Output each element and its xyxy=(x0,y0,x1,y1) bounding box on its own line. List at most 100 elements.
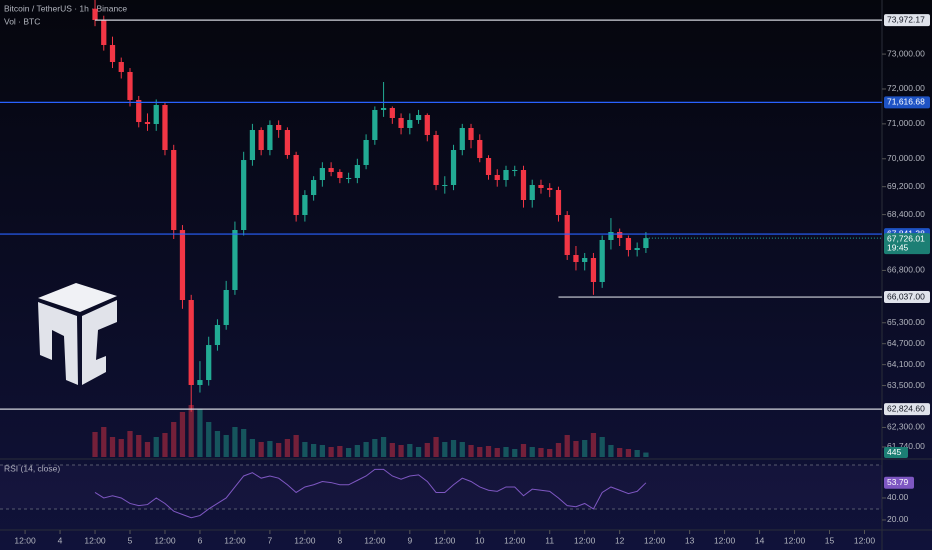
candle-body xyxy=(363,139,369,166)
x-tick-label: 10 xyxy=(475,535,485,545)
candle-body xyxy=(109,45,116,63)
volume-bar xyxy=(398,445,404,457)
y-tick-label: 68,400.00 xyxy=(887,209,925,219)
candle-body xyxy=(433,134,439,186)
volume-bar xyxy=(503,447,509,457)
candle-body xyxy=(258,130,264,151)
volume-title: Vol · BTC xyxy=(4,16,40,26)
y-tick-label: 64,100.00 xyxy=(887,359,925,369)
y-tick-label: 71,000.00 xyxy=(887,118,925,128)
candle-body xyxy=(529,185,535,201)
x-tick-label: 15 xyxy=(825,535,835,545)
candle-body xyxy=(144,122,151,125)
candle-body xyxy=(354,165,360,178)
volume-bar xyxy=(415,447,422,457)
volume-bar xyxy=(223,435,229,457)
candle-body xyxy=(319,168,325,181)
y-tick-label: 70,000.00 xyxy=(887,153,925,163)
candle-body xyxy=(214,324,221,346)
volume-bar xyxy=(573,441,579,457)
candle-body xyxy=(267,124,273,151)
y-tick-label: 73,000.00 xyxy=(887,48,925,58)
volume-bar xyxy=(450,440,457,457)
candle-body xyxy=(494,174,500,181)
y-tick-label: 64,700.00 xyxy=(887,338,925,348)
candle-body xyxy=(206,345,212,381)
candle-body xyxy=(249,130,256,161)
volume-bar xyxy=(599,437,605,457)
candle-body xyxy=(153,104,159,125)
candle-body xyxy=(512,169,518,171)
volume-bar xyxy=(512,449,518,457)
volume-bar xyxy=(136,435,142,457)
volume-bar xyxy=(144,442,151,457)
candle-body xyxy=(643,238,649,249)
chart-title: Bitcoin / TetherUS · 1h · Binance xyxy=(4,3,127,13)
y-tick-label: 72,000.00 xyxy=(887,83,925,93)
volume-bar xyxy=(284,439,291,457)
volume-bar xyxy=(477,447,483,457)
level-label-box xyxy=(884,14,930,27)
volume-bar xyxy=(442,442,448,457)
candle-body xyxy=(477,139,483,158)
volume-bar xyxy=(153,437,159,457)
y-tick-label: 66,800.00 xyxy=(887,265,925,275)
volume-bar xyxy=(214,431,221,457)
candle-body xyxy=(520,169,527,201)
volume-bar xyxy=(293,435,299,457)
rsi-tick-label: 20.00 xyxy=(887,514,909,524)
volume-bar xyxy=(564,435,570,457)
candle-body xyxy=(485,157,492,175)
candle-body xyxy=(415,115,422,120)
volume-bar xyxy=(328,447,334,457)
volume-bar xyxy=(380,437,387,457)
candle-body xyxy=(625,238,632,251)
volume-bar xyxy=(459,442,465,457)
volume-bar xyxy=(276,443,282,457)
volume-bar xyxy=(372,439,378,457)
candle-body xyxy=(599,239,605,283)
volume-bar xyxy=(494,448,500,457)
candle-body xyxy=(590,257,597,283)
volume-bar xyxy=(249,439,256,457)
candle-body xyxy=(136,100,142,123)
y-tick-label: 63,500.00 xyxy=(887,380,925,390)
candle-body xyxy=(284,130,291,155)
candle-body xyxy=(345,177,352,179)
volume-bar xyxy=(345,448,352,457)
x-tick-label: 12:00 xyxy=(14,535,36,545)
x-tick-label: 6 xyxy=(198,535,203,545)
candle-body xyxy=(468,127,474,140)
candle-body xyxy=(179,230,186,301)
volume-bar xyxy=(407,444,413,457)
candle-body xyxy=(503,169,509,181)
level-label-box xyxy=(884,291,930,304)
y-tick-label: 61,740.00 xyxy=(887,441,925,451)
volume-bar xyxy=(302,442,308,457)
x-tick-label: 12:00 xyxy=(574,535,596,545)
logo xyxy=(38,283,117,385)
level-label: 66,037.00 xyxy=(887,291,925,301)
level-label-box xyxy=(884,403,930,416)
x-tick-label: 12:00 xyxy=(84,535,106,545)
volume-bar xyxy=(590,433,597,457)
rsi-tick-label: 40.00 xyxy=(887,492,909,502)
volume-bar xyxy=(643,452,649,457)
x-tick-label: 12:00 xyxy=(854,535,876,545)
candle-body xyxy=(582,257,588,263)
volume-bar xyxy=(267,441,273,457)
volume-bar xyxy=(232,427,238,457)
x-tick-label: 12:00 xyxy=(644,535,666,545)
volume-bar xyxy=(625,449,632,457)
candle-body xyxy=(171,150,177,231)
volume-bar xyxy=(188,405,194,457)
candle-body xyxy=(442,185,448,187)
x-tick-label: 5 xyxy=(128,535,133,545)
volume-bar xyxy=(127,431,133,457)
volume-bar xyxy=(424,443,430,457)
x-tick-label: 12:00 xyxy=(154,535,176,545)
volume-bar xyxy=(118,439,124,457)
volume-bar xyxy=(197,409,203,457)
rsi-line xyxy=(94,468,647,519)
